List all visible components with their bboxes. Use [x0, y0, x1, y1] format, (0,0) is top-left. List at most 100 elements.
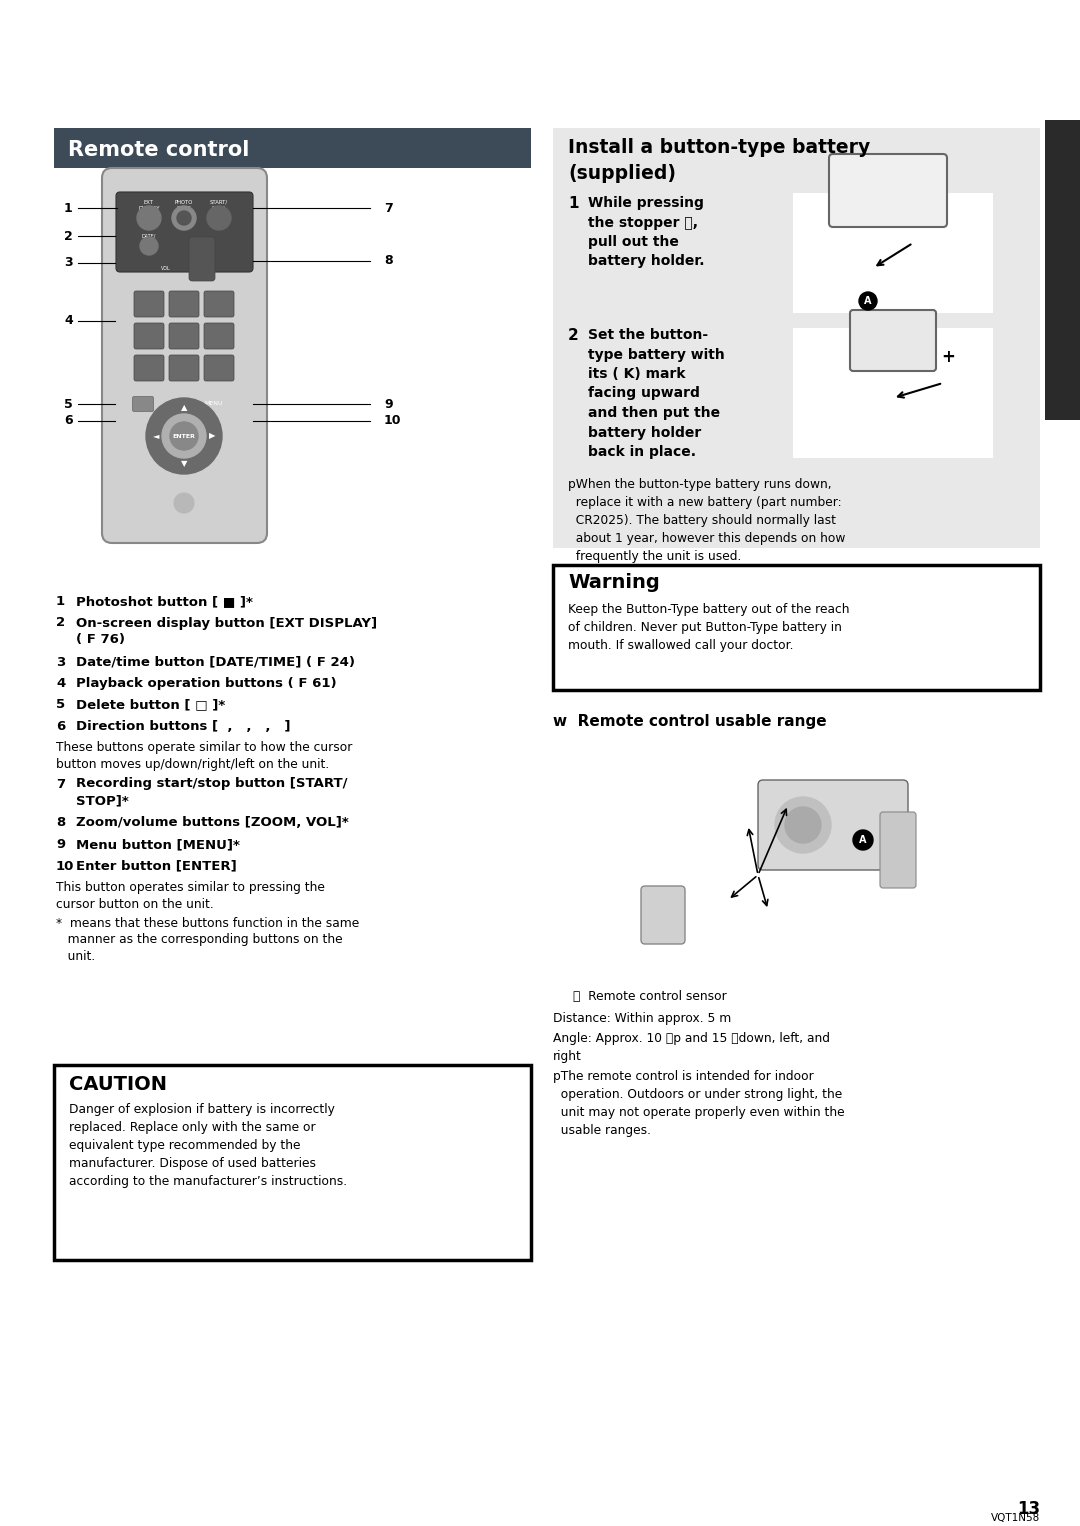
Text: Danger of explosion if battery is incorrectly
replaced. Replace only with the sa: Danger of explosion if battery is incorr… — [69, 1103, 347, 1189]
Text: 1: 1 — [64, 201, 72, 215]
Text: ◄: ◄ — [152, 432, 159, 441]
Text: 1: 1 — [56, 595, 65, 607]
Text: Warning: Warning — [568, 572, 660, 592]
FancyBboxPatch shape — [133, 397, 153, 412]
Text: 3: 3 — [56, 656, 65, 668]
Text: w  Remote control usable range: w Remote control usable range — [553, 714, 826, 729]
Circle shape — [162, 414, 206, 458]
Text: Delete button [ □ ]*: Delete button [ □ ]* — [76, 699, 226, 711]
Text: SKIP: SKIP — [214, 366, 224, 369]
FancyBboxPatch shape — [168, 291, 199, 317]
Text: STILL ADV: STILL ADV — [208, 334, 230, 337]
Text: 4: 4 — [56, 678, 65, 690]
Text: Date/time button [DATE/TIME] ( F 24): Date/time button [DATE/TIME] ( F 24) — [76, 656, 355, 668]
Text: EXT
DISPLAY: EXT DISPLAY — [138, 200, 160, 211]
FancyBboxPatch shape — [168, 356, 199, 382]
Text: +
T: + T — [200, 246, 204, 256]
Text: Distance: Within approx. 5 m: Distance: Within approx. 5 m — [553, 1012, 731, 1025]
Text: 7: 7 — [56, 778, 65, 790]
Circle shape — [785, 807, 821, 842]
Text: Remote control: Remote control — [68, 140, 249, 160]
Circle shape — [170, 423, 198, 450]
Text: 8: 8 — [56, 816, 65, 830]
Text: 4: 4 — [64, 314, 72, 328]
Text: >>: >> — [214, 308, 225, 314]
Bar — [553, 128, 1040, 548]
Text: Playback operation buttons ( F 61): Playback operation buttons ( F 61) — [76, 678, 337, 690]
Text: START/
STOP: START/ STOP — [210, 200, 228, 211]
Text: ZOOM: ZOOM — [194, 250, 210, 256]
Text: VOL: VOL — [161, 266, 171, 272]
Text: Set the button-
type battery with
its ( K) mark
facing upward
and then put the
b: Set the button- type battery with its ( … — [588, 328, 725, 459]
Text: ►: ► — [181, 308, 187, 314]
Text: 7: 7 — [384, 201, 393, 215]
Circle shape — [174, 493, 194, 513]
Circle shape — [775, 797, 831, 853]
FancyBboxPatch shape — [134, 356, 164, 382]
Text: STOP: STOP — [178, 366, 190, 369]
Text: 3: 3 — [64, 256, 72, 270]
FancyBboxPatch shape — [204, 356, 234, 382]
Text: 8: 8 — [384, 255, 393, 267]
Text: 6: 6 — [56, 720, 65, 732]
FancyBboxPatch shape — [829, 154, 947, 227]
Text: ▲: ▲ — [180, 403, 187, 412]
FancyBboxPatch shape — [850, 310, 936, 371]
FancyBboxPatch shape — [134, 291, 164, 317]
Text: 2: 2 — [56, 617, 65, 630]
Text: PAUSE: PAUSE — [177, 334, 191, 337]
Text: Direction buttons [  ,   ,   ,   ]: Direction buttons [ , , , ] — [76, 720, 291, 732]
Text: Keep the Button-Type battery out of the reach
of children. Never put Button-Type: Keep the Button-Type battery out of the … — [568, 603, 850, 652]
Bar — [54, 1065, 531, 1260]
Text: □: □ — [139, 403, 146, 409]
Text: Install a button-type battery: Install a button-type battery — [568, 137, 870, 157]
Text: STILL ADV: STILL ADV — [138, 334, 160, 337]
Circle shape — [140, 237, 158, 255]
Text: SEARCH: SEARCH — [140, 302, 158, 307]
Text: On-screen display button [EXT DISPLAY]
( F 76): On-screen display button [EXT DISPLAY] (… — [76, 617, 377, 645]
Circle shape — [137, 206, 161, 230]
Circle shape — [859, 291, 877, 310]
Text: (supplied): (supplied) — [568, 163, 676, 183]
Text: -
W: - W — [199, 269, 205, 279]
FancyBboxPatch shape — [134, 324, 164, 349]
FancyBboxPatch shape — [204, 291, 234, 317]
Text: ENTER: ENTER — [173, 433, 195, 438]
Text: 2: 2 — [64, 229, 72, 243]
Text: 5: 5 — [64, 397, 72, 410]
Text: 2: 2 — [568, 328, 579, 343]
Text: DATE/
TIME: DATE/ TIME — [141, 233, 157, 244]
Circle shape — [853, 830, 873, 850]
Text: *  means that these buttons function in the same
   manner as the corresponding : * means that these buttons function in t… — [56, 917, 360, 963]
Text: Zoom/volume buttons [ZOOM, VOL]*: Zoom/volume buttons [ZOOM, VOL]* — [76, 816, 349, 830]
Circle shape — [207, 206, 231, 230]
FancyBboxPatch shape — [102, 168, 267, 543]
Text: 5: 5 — [56, 699, 65, 711]
Circle shape — [172, 206, 195, 230]
Text: ||: || — [181, 340, 186, 346]
Text: >>|: >>| — [213, 372, 226, 378]
FancyBboxPatch shape — [168, 324, 199, 349]
Bar — [1045, 121, 1080, 420]
Text: 1: 1 — [568, 195, 579, 211]
Text: CAUTION: CAUTION — [69, 1074, 167, 1094]
Bar — [54, 128, 531, 168]
Text: While pressing
the stopper Ⓐ,
pull out the
battery holder.: While pressing the stopper Ⓐ, pull out t… — [588, 195, 704, 269]
Text: <<: << — [144, 308, 154, 314]
Text: These buttons operate similar to how the cursor
button moves up/down/right/left : These buttons operate similar to how the… — [56, 742, 352, 771]
Text: Menu button [MENU]*: Menu button [MENU]* — [76, 838, 240, 852]
Text: 9: 9 — [56, 838, 65, 852]
Text: Angle: Approx. 10 Ⓐp and 15 Ⓐdown, left, and
right: Angle: Approx. 10 Ⓐp and 15 Ⓐdown, left,… — [553, 1032, 831, 1064]
FancyBboxPatch shape — [880, 812, 916, 888]
Text: PLAY: PLAY — [179, 302, 189, 307]
Text: 10: 10 — [56, 859, 75, 873]
Text: pWhen the button-type battery runs down,
  replace it with a new battery (part n: pWhen the button-type battery runs down,… — [568, 478, 846, 563]
Text: VQT1N58: VQT1N58 — [990, 1512, 1040, 1523]
Text: 13: 13 — [1017, 1500, 1040, 1518]
Text: |<<: |<< — [143, 372, 156, 378]
Text: PHOTO
SHOT: PHOTO SHOT — [175, 200, 193, 211]
Text: 9: 9 — [384, 397, 393, 410]
Text: ▼: ▼ — [180, 459, 187, 468]
Text: Photoshot button [ ■ ]*: Photoshot button [ ■ ]* — [76, 595, 253, 607]
Circle shape — [177, 211, 191, 224]
